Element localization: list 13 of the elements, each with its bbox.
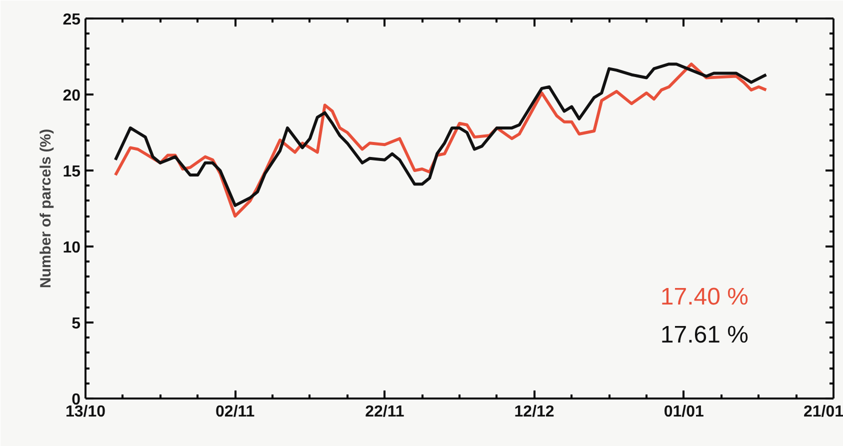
y-axis-title: Number of parcels (%) bbox=[38, 128, 55, 288]
y-tick-label: 25 bbox=[62, 12, 81, 28]
y-tick-label: 15 bbox=[62, 164, 81, 180]
y-tick-label: 10 bbox=[62, 240, 81, 256]
y-tick-label: 20 bbox=[62, 88, 81, 104]
annotation: 17.61 % bbox=[660, 322, 749, 348]
x-tick-label: 21/01 bbox=[803, 404, 843, 420]
x-tick-label: 01/01 bbox=[664, 404, 704, 420]
y-tick-label: 5 bbox=[72, 316, 81, 332]
annotation: 17.40 % bbox=[660, 284, 749, 310]
x-tick-label: 02/11 bbox=[216, 404, 255, 420]
x-tick-label: 12/12 bbox=[514, 404, 554, 420]
x-tick-label: 22/11 bbox=[365, 404, 404, 420]
